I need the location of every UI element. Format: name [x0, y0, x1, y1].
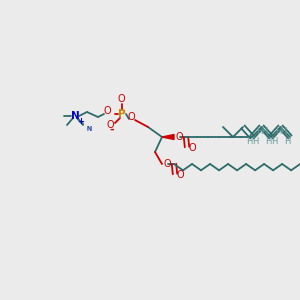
Text: O: O [188, 143, 196, 153]
Text: H: H [246, 137, 252, 146]
Text: O: O [117, 94, 125, 104]
Text: H: H [280, 128, 286, 136]
Text: P: P [118, 109, 126, 119]
Text: O: O [127, 112, 135, 122]
Text: O: O [163, 159, 171, 169]
Text: -: - [110, 125, 114, 135]
Text: +: + [77, 116, 85, 125]
Text: O: O [103, 106, 111, 116]
Text: H: H [256, 128, 262, 136]
Text: H: H [271, 137, 277, 146]
Text: N: N [86, 126, 92, 132]
Text: O: O [106, 120, 114, 130]
Text: H: H [252, 136, 258, 146]
Text: O: O [175, 132, 183, 142]
Text: H: H [261, 128, 267, 136]
Text: H: H [275, 128, 281, 136]
Text: H: H [265, 137, 271, 146]
Text: N: N [70, 111, 80, 121]
Text: N: N [87, 125, 92, 130]
Text: H: H [284, 137, 290, 146]
Polygon shape [162, 134, 174, 140]
Text: O: O [176, 170, 184, 180]
